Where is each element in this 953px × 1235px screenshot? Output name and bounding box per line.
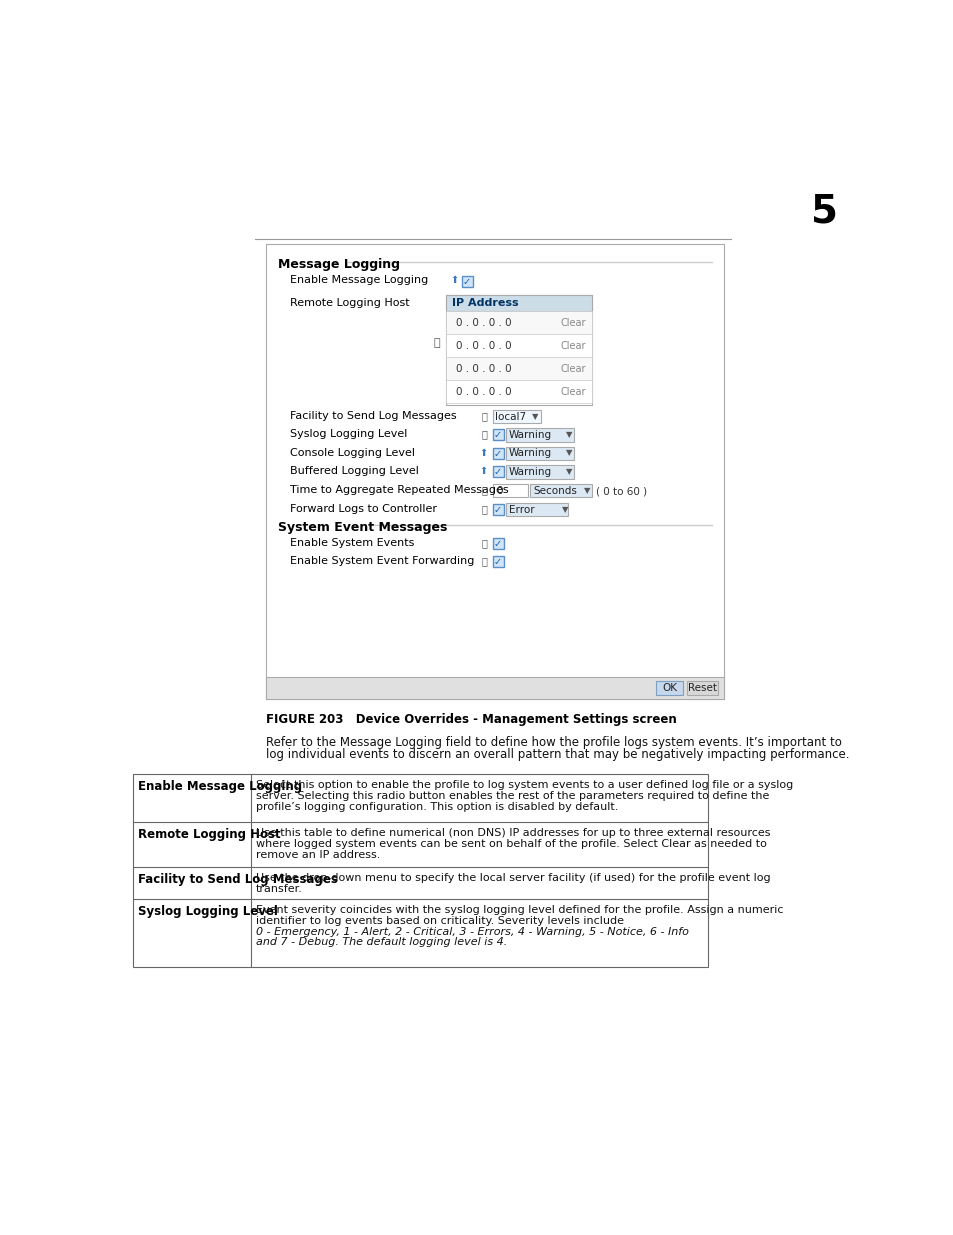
Text: IP Address: IP Address [452,299,518,309]
Text: Clear: Clear [560,317,586,327]
Text: Warning: Warning [509,467,552,477]
Text: ⬆: ⬆ [478,466,486,477]
Text: Buffered Logging Level: Buffered Logging Level [290,466,418,477]
Text: Enable System Event Forwarding: Enable System Event Forwarding [290,556,474,567]
Text: ⓘ: ⓘ [433,337,439,347]
Bar [446,311,592,333]
Text: ⬆: ⬆ [450,275,457,285]
Text: Select this option to enable the profile to log system events to a user defined : Select this option to enable the profile… [255,781,792,790]
Text: ⓘ: ⓘ [481,537,487,548]
Text: Forward Logs to Controller: Forward Logs to Controller [290,504,436,514]
Text: ▼: ▼ [583,487,590,495]
Text: where logged system events can be sent on behalf of the profile. Select Clear as: where logged system events can be sent o… [255,839,765,848]
Text: Seconds: Seconds [533,487,577,496]
Text: Warning: Warning [509,448,552,458]
Text: System Event Messages: System Event Messages [278,521,447,534]
Bar [446,357,592,380]
Text: 0 . 0 . 0 . 0: 0 . 0 . 0 . 0 [456,341,511,351]
Text: Syslog Logging Level: Syslog Logging Level [137,905,277,918]
Text: Enable Message Logging: Enable Message Logging [137,781,302,793]
Bar [446,295,592,405]
Text: Message Logging: Message Logging [278,258,399,272]
Bar [493,504,503,515]
Text: Refer to the Message Logging field to define how the profile logs system events.: Refer to the Message Logging field to de… [266,736,841,748]
Bar [530,484,592,496]
Text: OK: OK [661,683,677,693]
Bar [505,429,574,442]
Text: Event severity coincides with the syslog logging level defined for the profile. : Event severity coincides with the syslog… [255,905,782,915]
Bar [493,448,503,458]
Text: remove an IP address.: remove an IP address. [255,850,379,860]
Text: Syslog Logging Level: Syslog Logging Level [290,430,407,440]
Bar [446,380,592,403]
Text: Remote Logging Host: Remote Logging Host [137,829,280,841]
Text: ✓: ✓ [493,467,501,477]
Text: 0: 0 [496,487,502,496]
Text: Clear: Clear [560,341,586,351]
Text: Warning: Warning [509,430,552,440]
Text: ▼: ▼ [566,467,573,475]
Text: transfer.: transfer. [255,883,302,894]
Text: ( 0 to 60 ): ( 0 to 60 ) [596,487,646,496]
Text: Console Logging Level: Console Logging Level [290,448,415,458]
Text: identifier to log events based on criticality. Severity levels include: identifier to log events based on critic… [255,916,623,926]
Bar [446,333,592,357]
Bar [505,447,574,461]
Text: ▼: ▼ [532,412,538,421]
Bar [493,410,540,424]
Bar [505,503,567,516]
Text: Facility to Send Log Messages: Facility to Send Log Messages [290,411,456,421]
Text: ⓘ: ⓘ [481,484,487,495]
Text: 0 . 0 . 0 . 0: 0 . 0 . 0 . 0 [456,387,511,396]
Text: server. Selecting this radio button enables the rest of the parameters required : server. Selecting this radio button enab… [255,792,768,802]
Text: Remote Logging Host: Remote Logging Host [290,299,409,309]
Text: 5: 5 [810,193,837,231]
Text: ✓: ✓ [493,538,501,548]
Text: Use the drop-down menu to specify the local server facility (if used) for the pr: Use the drop-down menu to specify the lo… [255,873,769,883]
Text: Reset: Reset [688,683,717,693]
Text: ⓘ: ⓘ [481,430,487,440]
Text: profile’s logging configuration. This option is disabled by default.: profile’s logging configuration. This op… [255,802,618,811]
Text: 0 - Emergency, 1 - Alert, 2 - Critical, 3 - Errors, 4 - Warning, 5 - Notice, 6 -: 0 - Emergency, 1 - Alert, 2 - Critical, … [255,926,688,936]
Text: ⓘ: ⓘ [481,556,487,567]
Text: ✓: ✓ [493,505,501,515]
Bar [493,430,503,440]
Text: FIGURE 203   Device Overrides - Management Settings screen: FIGURE 203 Device Overrides - Management… [266,713,677,726]
Text: ⓘ: ⓘ [481,504,487,514]
Text: ✓: ✓ [493,430,501,440]
Bar [266,677,723,699]
Text: ⬆: ⬆ [478,448,486,458]
Bar [505,466,574,478]
Text: ▼: ▼ [566,430,573,438]
Text: Facility to Send Log Messages: Facility to Send Log Messages [137,873,337,885]
Bar [133,774,707,967]
Bar [686,680,718,695]
Bar [493,537,503,548]
Text: Enable Message Logging: Enable Message Logging [290,275,428,285]
Text: Time to Aggregate Repeated Messages: Time to Aggregate Repeated Messages [290,484,508,495]
Text: ▼: ▼ [561,505,568,514]
Text: Clear: Clear [560,364,586,374]
Text: log individual events to discern an overall pattern that may be negatively impac: log individual events to discern an over… [266,748,849,761]
Bar [493,466,503,477]
Text: Error: Error [509,505,534,515]
Text: ⓘ: ⓘ [481,411,487,421]
Bar [493,556,503,567]
Text: Clear: Clear [560,387,586,396]
Text: and 7 - Debug. The default logging level is 4.: and 7 - Debug. The default logging level… [255,937,506,947]
Bar [655,680,682,695]
Text: Use this table to define numerical (non DNS) IP addresses for up to three extern: Use this table to define numerical (non … [255,829,769,839]
Text: ✓: ✓ [462,277,470,287]
Text: ✓: ✓ [493,448,501,458]
Bar [446,295,592,311]
Bar [461,275,472,287]
Text: 0 . 0 . 0 . 0: 0 . 0 . 0 . 0 [456,364,511,374]
Bar [266,245,723,699]
Text: ✓: ✓ [493,557,501,567]
Text: ▼: ▼ [566,448,573,457]
Bar [493,484,527,496]
Text: 0 . 0 . 0 . 0: 0 . 0 . 0 . 0 [456,317,511,327]
Text: Enable System Events: Enable System Events [290,537,414,548]
Text: local7: local7 [495,412,526,422]
